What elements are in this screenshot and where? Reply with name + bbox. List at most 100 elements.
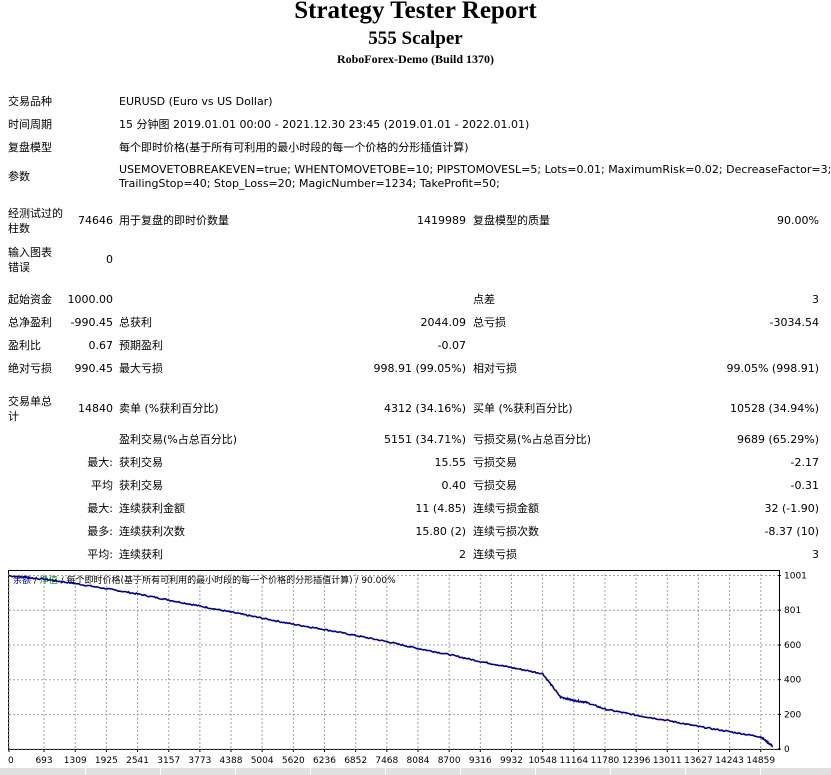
x-tick-label: 6852 — [344, 756, 367, 766]
x-tick-label: 12396 — [622, 756, 651, 766]
x-tick-label: 3773 — [188, 756, 211, 766]
x-tick-label: 4388 — [220, 756, 243, 766]
params-line-2: TrailingStop=40; Stop_Loss=20; MagicNumb… — [119, 177, 500, 190]
maximal-drawdown-value: 998.91 (99.05%) — [373, 362, 466, 375]
x-tick-label: 11780 — [591, 756, 620, 766]
x-tick-label: 13011 — [653, 756, 682, 766]
ticks-label: 用于复盘的即时价数量 — [119, 214, 229, 227]
bottom-strip — [0, 768, 831, 775]
period-value: 15 分钟图 2019.01.01 00:00 - 2021.12.30 23:… — [119, 118, 530, 131]
gross-profit-label: 总获利 — [119, 316, 152, 329]
chart-svg: 0 693 1309 1925 2541 3157 3773 4388 5004 5620 6236… — [8, 572, 807, 766]
x-tick-label: 11164 — [559, 756, 588, 766]
long-positions-label: 买单 (%获利百分比) — [473, 402, 573, 415]
model-value: 每个即时价格(基于所有可利用的最小时段的每一个价格的分形插值计算) — [119, 141, 469, 154]
max-consecutive-losses-value: 32 (-1.90) — [764, 502, 819, 515]
avg-consecutive-wins-value: 2 — [459, 548, 466, 561]
legend-model: / 每个即时价格(基于所有可利用的最小时段的每一个价格的分形插值计算) / 90… — [57, 576, 396, 586]
expected-payoff-value: -0.07 — [437, 339, 466, 352]
x-tick-label: 14859 — [746, 756, 775, 766]
x-tick-label: 1925 — [95, 756, 118, 766]
symbol-value: EURUSD (Euro vs US Dollar) — [119, 95, 273, 108]
short-positions-value: 4312 (34.16%) — [383, 402, 466, 415]
largest-loss-label: 亏损交易 — [473, 456, 517, 469]
average-loss-label: 亏损交易 — [473, 479, 517, 492]
x-tick-label: 1309 — [64, 756, 87, 766]
x-tick-label: 9316 — [469, 756, 492, 766]
bars-label: 经测试过的柱数 — [8, 207, 63, 235]
loss-trades-value: 9689 (65.29%) — [736, 433, 819, 446]
profit-factor-label: 盈利比 — [8, 339, 41, 352]
absolute-drawdown-label: 绝对亏损 — [8, 362, 52, 375]
legend-equity: 净值 — [39, 576, 58, 586]
average-profit-label: 获利交易 — [119, 479, 163, 492]
avg-consecutive-wins-label: 连续获利 — [119, 548, 163, 561]
y-tick-label: 801 — [784, 606, 801, 616]
max-consecutive-losses-label: 连续亏损金额 — [473, 502, 539, 515]
average-prefix: 平均 — [91, 479, 113, 492]
gross-loss-value: -3034.54 — [769, 316, 819, 329]
spread-label: 点差 — [473, 293, 495, 306]
report-title: Strategy Tester Report — [294, 0, 537, 24]
profit-factor-value: 0.67 — [88, 339, 114, 352]
period-label: 时间周期 — [8, 118, 52, 131]
maximal-consecutive-profit-value: 15.80 (2) — [415, 525, 466, 538]
largest-prefix: 最大: — [87, 456, 113, 469]
chart-legend: 余额 / 净值 / 每个即时价格(基于所有可利用的最小时段的每一个价格的分形插值… — [13, 573, 396, 586]
errors-label: 输入图表错误 — [8, 246, 52, 274]
net-profit-value: -990.45 — [70, 316, 113, 329]
model-label: 复盘模型 — [8, 141, 52, 154]
ticks-value: 1419989 — [417, 214, 466, 227]
spread-value: 3 — [812, 293, 819, 306]
x-tick-label: 6236 — [313, 756, 336, 766]
largest-loss-value: -2.17 — [790, 456, 819, 469]
expected-payoff-label: 预期盈利 — [119, 339, 163, 352]
maximal-consecutive-loss-label: 连续亏损次数 — [473, 525, 539, 538]
deposit-value: 1000.00 — [67, 293, 114, 306]
profit-trades-value: 5151 (34.71%) — [383, 433, 466, 446]
avg-consecutive-losses-label: 连续亏损 — [473, 548, 517, 561]
maximal-consecutive-loss-value: -8.37 (10) — [764, 525, 819, 538]
loss-trades-label: 亏损交易(%占总百分比) — [473, 433, 592, 446]
x-tick-label: 5004 — [251, 756, 274, 766]
y-tick-label: 400 — [784, 676, 801, 686]
long-positions-value: 10528 (34.94%) — [729, 402, 819, 415]
relative-drawdown-label: 相对亏损 — [473, 362, 517, 375]
ea-name: 555 Scalper — [368, 28, 463, 49]
x-tick-label: 9932 — [500, 756, 523, 766]
quality-label: 复盘模型的质量 — [473, 214, 550, 227]
balance-chart: 余额 / 净值 / 每个即时价格(基于所有可利用的最小时段的每一个价格的分形插值… — [8, 570, 780, 750]
symbol-label: 交易品种 — [8, 95, 52, 108]
x-tick-label: 2541 — [126, 756, 149, 766]
gross-loss-label: 总亏损 — [473, 316, 506, 329]
x-tick-label: 5620 — [282, 756, 305, 766]
quality-value: 90.00% — [777, 214, 819, 227]
params-line-1: USEMOVETOBREAKEVEN=true; WHENTOMOVETOBE=… — [119, 163, 831, 176]
largest-profit-value: 15.55 — [434, 456, 467, 469]
x-tick-label: 693 — [35, 756, 52, 766]
avg-consecutive-prefix: 平均: — [87, 548, 113, 561]
max-consecutive-wins-label: 连续获利金额 — [119, 502, 185, 515]
total-trades-value: 14840 — [78, 402, 113, 415]
short-positions-label: 卖单 (%获利百分比) — [119, 402, 219, 415]
x-tick-label: 8700 — [438, 756, 461, 766]
y-tick-label: 200 — [784, 710, 801, 720]
max-consecutive-prefix: 最大: — [87, 502, 113, 515]
legend-sep: / — [31, 576, 40, 586]
maximal-consecutive-profit-label: 连续获利次数 — [119, 525, 185, 538]
total-trades-label: 交易单总计 — [8, 395, 52, 423]
largest-profit-label: 获利交易 — [119, 456, 163, 469]
balance-series-line — [8, 574, 773, 748]
bars-value: 74646 — [78, 214, 113, 227]
x-tick-label: 7468 — [375, 756, 398, 766]
x-tick-label: 10548 — [528, 756, 557, 766]
y-tick-label: 1001 — [784, 572, 807, 582]
broker-name: RoboForex-Demo (Build 1370) — [336, 52, 495, 66]
gross-profit-value: 2044.09 — [420, 316, 467, 329]
params-label: 参数 — [8, 170, 30, 183]
relative-drawdown-value: 99.05% (998.91) — [726, 362, 819, 375]
y-tick-label: 600 — [784, 641, 801, 651]
x-tick-label: 8084 — [407, 756, 430, 766]
x-tick-label: 0 — [8, 756, 14, 766]
y-tick-label: 0 — [784, 745, 790, 755]
